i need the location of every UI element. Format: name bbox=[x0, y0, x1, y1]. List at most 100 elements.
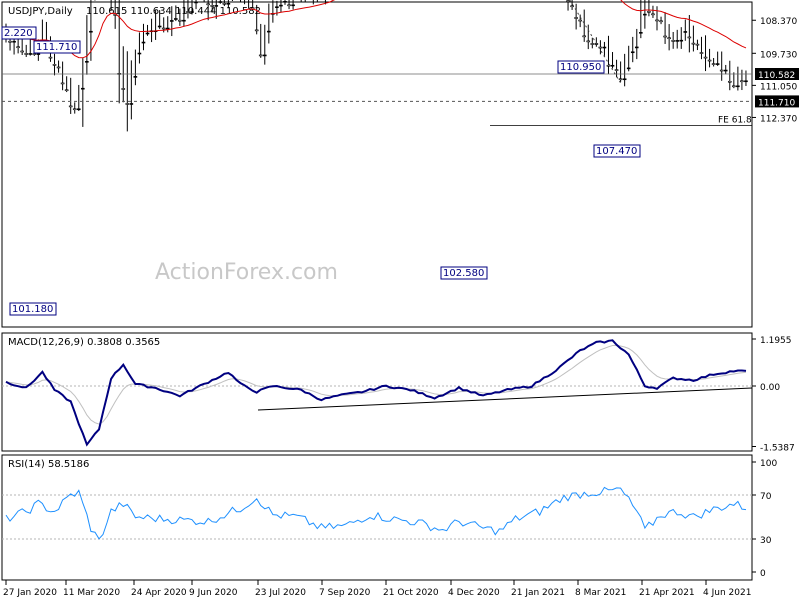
candle-body bbox=[659, 20, 663, 23]
x-tick-label: 4 Jun 2021 bbox=[703, 588, 751, 598]
candle-body bbox=[125, 103, 130, 105]
candle-body bbox=[161, 27, 166, 30]
candle-body bbox=[732, 85, 736, 88]
candle-body bbox=[687, 36, 692, 39]
candle-body bbox=[89, 30, 93, 33]
x-tick-label: 11 Mar 2020 bbox=[63, 588, 120, 598]
rsi-title: RSI(14) 58.5186 bbox=[8, 459, 89, 470]
last-price-badge-text: 110.582 bbox=[758, 71, 795, 81]
candle-body bbox=[16, 46, 20, 49]
candle-body bbox=[711, 63, 716, 65]
candle-body bbox=[20, 50, 24, 53]
x-tick-label: 27 Jan 2020 bbox=[3, 588, 57, 598]
candle-body bbox=[647, 11, 651, 13]
candle-body bbox=[570, 5, 574, 8]
rsi-tick-label: 70 bbox=[760, 492, 772, 502]
axis-layer: 112.370111.050109.730108.370107.050105.6… bbox=[3, 17, 799, 598]
candle-body bbox=[222, 3, 227, 5]
candle-body bbox=[275, 6, 279, 9]
candle-body bbox=[727, 80, 732, 83]
candle-body bbox=[618, 78, 623, 81]
candle-body bbox=[267, 30, 271, 33]
annotation-112220-text: 2.220 bbox=[4, 28, 33, 39]
candle-body bbox=[744, 80, 748, 83]
candle-body bbox=[663, 35, 667, 38]
last-price-badge bbox=[755, 68, 799, 80]
candle-body bbox=[157, 25, 162, 28]
candle-body bbox=[186, 11, 190, 13]
annotation-102580-box bbox=[440, 266, 488, 280]
candle-body bbox=[723, 69, 728, 72]
rsi-line bbox=[5, 486, 747, 540]
candle-body bbox=[707, 59, 712, 62]
candle-body bbox=[129, 103, 134, 105]
x-tick-label: 21 Jan 2021 bbox=[511, 588, 565, 598]
rsi-panel-frame bbox=[1, 454, 753, 581]
candle-body bbox=[254, 29, 259, 32]
candle-body bbox=[206, 3, 210, 6]
annotation-110950-text: 110.950 bbox=[560, 62, 601, 73]
price-panel-frame bbox=[1, 1, 753, 328]
candle-body bbox=[719, 69, 724, 72]
x-tick-label: 21 Apr 2021 bbox=[639, 588, 695, 598]
candle-body bbox=[190, 11, 194, 13]
candle-body bbox=[606, 64, 611, 67]
x-tick-label: 8 Mar 2021 bbox=[575, 588, 626, 598]
candle-body bbox=[630, 51, 635, 54]
candle-body bbox=[699, 52, 704, 54]
candle-body bbox=[218, 1, 223, 3]
candle-body bbox=[145, 32, 150, 35]
candle-body bbox=[736, 85, 740, 88]
candle-body bbox=[291, 4, 295, 7]
candle-body bbox=[614, 69, 619, 71]
x-tick-label: 24 Apr 2020 bbox=[131, 588, 187, 598]
candle-body bbox=[52, 64, 57, 66]
annotation-102580-text: 102.580 bbox=[443, 268, 484, 279]
candle-body bbox=[85, 61, 89, 63]
macd-tick-label: 1.1955 bbox=[760, 336, 792, 346]
candle-body bbox=[137, 52, 142, 55]
candle-body bbox=[210, 5, 215, 7]
macd-tick-label: -1.5387 bbox=[760, 443, 795, 453]
candle-body bbox=[262, 54, 267, 57]
price-title: USDJPY,Daily bbox=[8, 6, 73, 17]
x-tick-label: 23 Jul 2020 bbox=[255, 588, 306, 598]
candle-body bbox=[8, 40, 12, 43]
price-tick-label: 109.730 bbox=[760, 50, 797, 60]
candle-body bbox=[178, 19, 182, 22]
annotation-110950-box bbox=[557, 60, 605, 74]
annotation-111710-box bbox=[33, 40, 81, 54]
candle-body bbox=[655, 19, 659, 22]
candle-body bbox=[586, 40, 591, 43]
candle-body bbox=[141, 41, 146, 44]
candle-body bbox=[574, 17, 578, 19]
level-111710-badge-text: 111.710 bbox=[758, 98, 795, 108]
candle-body bbox=[622, 78, 627, 81]
candle-body bbox=[667, 37, 671, 40]
candle-body bbox=[12, 40, 16, 43]
candle-body bbox=[121, 88, 126, 90]
macd-layer bbox=[2, 339, 753, 447]
candle-body bbox=[174, 18, 178, 20]
candle-body bbox=[602, 46, 607, 49]
candle-body bbox=[590, 43, 595, 45]
annotation-107470-text: 107.470 bbox=[596, 146, 637, 157]
x-tick-label: 4 Dec 2020 bbox=[448, 588, 500, 598]
candle-body bbox=[56, 66, 61, 69]
rsi-tick-label: 30 bbox=[760, 536, 772, 546]
candle-body bbox=[24, 53, 29, 55]
candle-body bbox=[671, 40, 675, 42]
candle-body bbox=[48, 56, 53, 59]
x-tick-label: 7 Sep 2020 bbox=[319, 588, 371, 598]
level-111710-badge bbox=[755, 95, 799, 108]
rsi-tick-label: 100 bbox=[760, 459, 777, 469]
macd-trendline bbox=[257, 387, 753, 411]
annotation-107470-box bbox=[593, 144, 641, 158]
annotation-112220-box bbox=[1, 26, 37, 40]
candle-body bbox=[72, 108, 77, 111]
candle-body bbox=[679, 39, 684, 42]
candle-body bbox=[81, 87, 85, 90]
candle-body bbox=[194, 1, 198, 4]
